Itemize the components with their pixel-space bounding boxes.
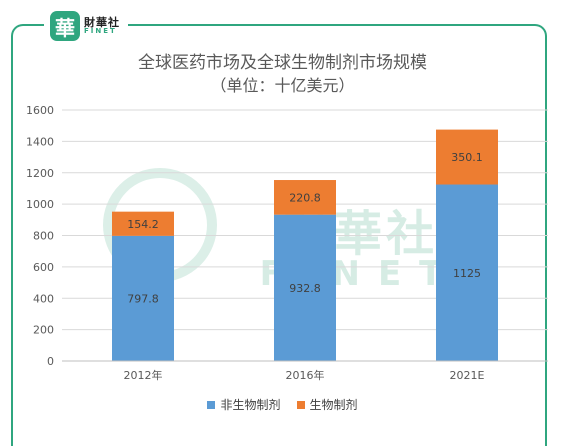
data-label-non-biologics-1: 932.8	[289, 282, 321, 295]
y-tick-label-1: 200	[33, 324, 54, 337]
y-tick-label-0: 0	[47, 355, 54, 368]
bar-biologics-2	[436, 129, 498, 185]
legend-label-biologics: 生物制剂	[309, 398, 358, 412]
legend-item-non-biologics: 非生物制剂	[207, 396, 281, 413]
data-label-non-biologics-2: 1125	[453, 267, 481, 280]
legend-label-non-biologics: 非生物制剂	[220, 398, 281, 412]
data-label-non-biologics-0: 797.8	[127, 292, 159, 305]
legend-swatch-non-biologics	[207, 400, 216, 409]
y-tick-label-6: 1200	[26, 167, 54, 180]
brand-text: 財華社 FINET	[84, 17, 120, 35]
bar-non-biologics-2	[436, 184, 498, 361]
brand-badge: 華	[50, 11, 80, 41]
legend-item-biologics: 生物制剂	[296, 396, 358, 413]
x-tick-label-1: 2016年	[286, 368, 325, 382]
y-tick-label-3: 600	[33, 261, 54, 274]
y-tick-label-7: 1400	[26, 135, 54, 148]
data-label-biologics-0: 154.2	[127, 218, 159, 231]
bar-biologics-1	[274, 180, 336, 215]
x-tick-label-0: 2012年	[124, 368, 163, 382]
y-tick-label-5: 1000	[26, 198, 54, 211]
chart-legend: 非生物制剂 生物制剂	[0, 396, 565, 413]
brand-name-cn: 財華社	[84, 16, 120, 29]
chart-subtitle: （单位：十亿美元）	[210, 76, 355, 95]
legend-swatch-biologics	[296, 400, 305, 409]
data-label-biologics-1: 220.8	[289, 191, 321, 204]
brand-logo: 華 財華社 FINET	[44, 10, 128, 42]
chart-area: 財華社FINET02004006008001000120014001600797…	[26, 104, 548, 382]
bar-non-biologics-0	[112, 235, 174, 361]
y-tick-label-2: 400	[33, 292, 54, 305]
y-tick-label-8: 1600	[26, 104, 54, 117]
data-label-biologics-2: 350.1	[451, 151, 483, 164]
brand-name-en: FINET	[84, 27, 117, 35]
chart-title: 全球医药市场及全球生物制剂市场规模	[138, 53, 427, 73]
x-tick-label-2: 2021E	[450, 369, 485, 382]
y-tick-label-4: 800	[33, 230, 54, 243]
bar-non-biologics-1	[274, 214, 336, 361]
bar-biologics-0	[112, 211, 174, 236]
